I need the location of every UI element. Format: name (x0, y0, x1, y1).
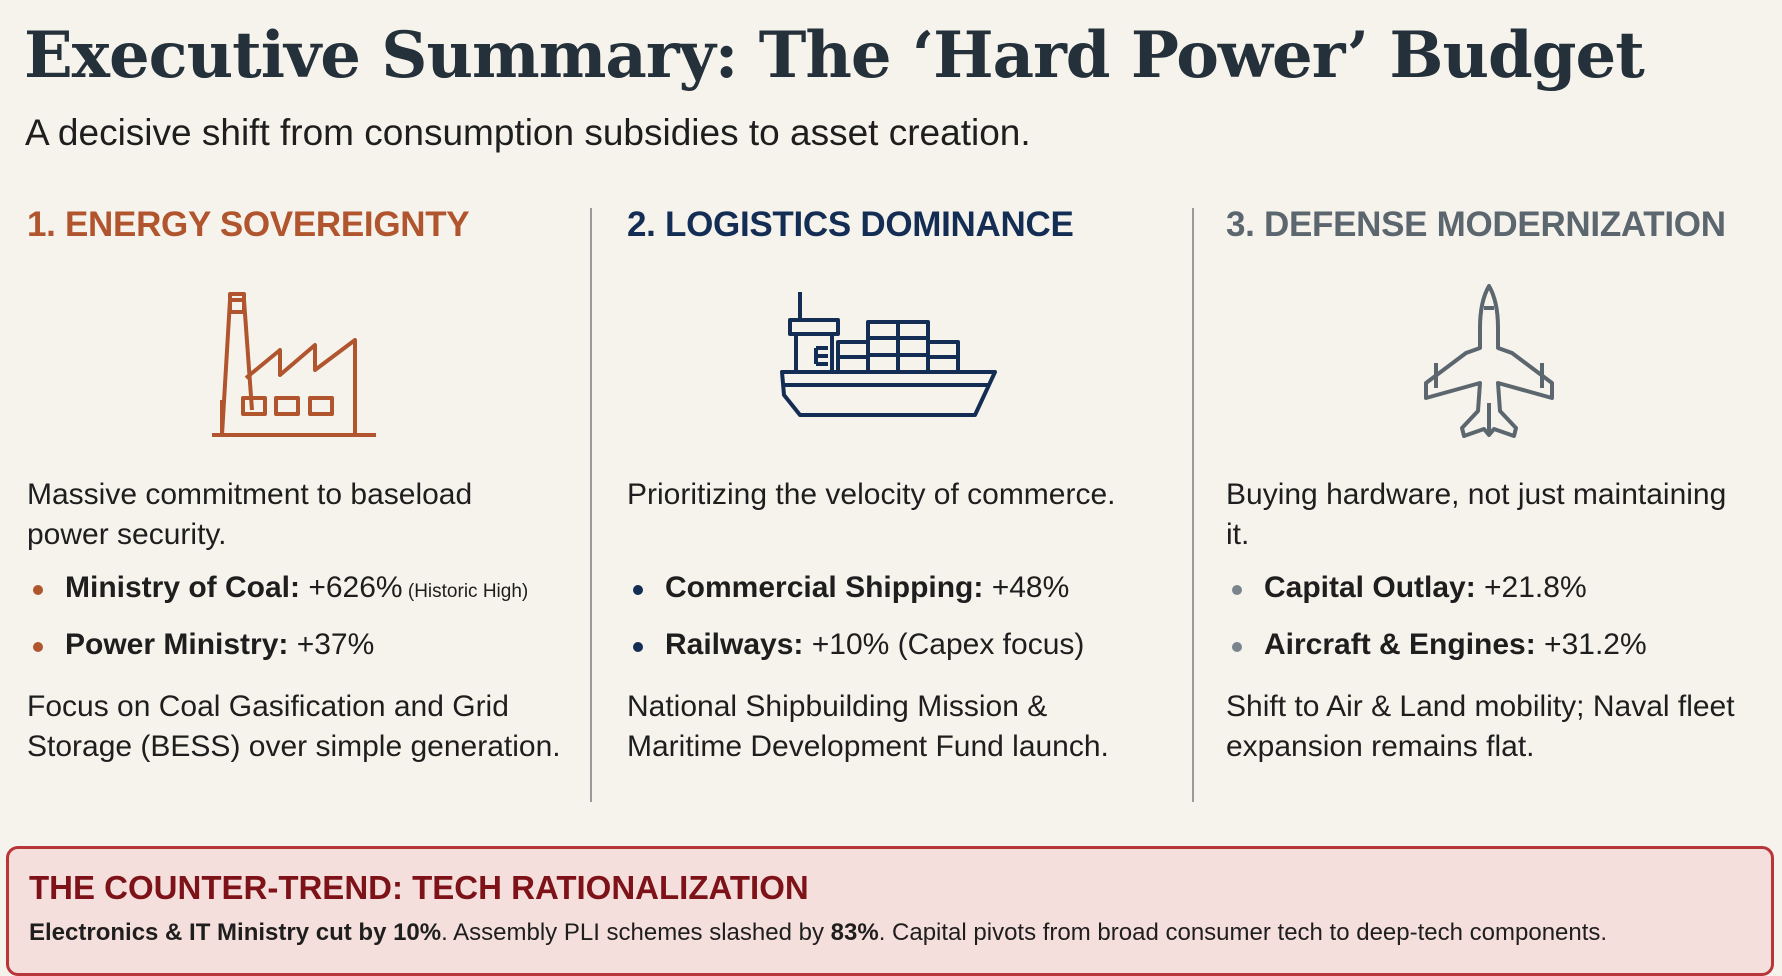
bullet-icon (33, 642, 43, 652)
bullet-item: Commercial Shipping: +48% (627, 571, 1084, 628)
column-lead: Massive commitment to baseload power sec… (27, 478, 473, 551)
bullet-item: Power Ministry: +37% (27, 628, 528, 685)
bullet-icon (633, 642, 643, 652)
column-logistics: 2. LOGISTICS DOMINANCE Prioritizing the … (627, 205, 1167, 763)
column-divider (590, 208, 592, 802)
bullet-icon (33, 585, 43, 595)
column-footer: Focus on Coal Gasification and Grid Stor… (27, 690, 561, 763)
bullet-icon (1232, 642, 1242, 652)
page-title: Executive Summary: The ‘Hard Power’ Budg… (24, 18, 1645, 93)
column-heading: 1. ENERGY SOVEREIGNTY (27, 205, 470, 244)
bullet-icon (1232, 585, 1242, 595)
column-footer: National Shipbuilding Mission & Maritime… (627, 690, 1109, 763)
bullet-item: Capital Outlay: +21.8% (1226, 571, 1647, 628)
column-lead: Prioritizing the velocity of commerce. (627, 478, 1116, 511)
bullet-list: Commercial Shipping: +48% Railways: +10%… (627, 571, 1084, 685)
bullet-item: Ministry of Coal: +626% (Historic High) (27, 571, 528, 628)
column-defense: 3. DEFENSE MODERNIZATION Buying hardware… (1226, 205, 1766, 763)
column-energy: 1. ENERGY SOVEREIGNTY Massive commitment… (27, 205, 567, 763)
bullet-list: Ministry of Coal: +626% (Historic High) … (27, 571, 528, 685)
bullet-list: Capital Outlay: +21.8% Aircraft & Engine… (1226, 571, 1647, 685)
cargo-ship-icon (780, 290, 1005, 425)
bullet-icon (633, 585, 643, 595)
column-footer: Shift to Air & Land mobility; Naval flee… (1226, 690, 1735, 763)
bullet-item: Railways: +10% (Capex focus) (627, 628, 1084, 685)
column-divider (1192, 208, 1194, 802)
factory-icon (210, 290, 380, 445)
column-lead: Buying hardware, not just maintaining it… (1226, 478, 1727, 551)
bullet-item: Aircraft & Engines: +31.2% (1226, 628, 1647, 685)
callout-heading: THE COUNTER-TREND: TECH RATIONALIZATION (29, 869, 809, 906)
column-heading: 2. LOGISTICS DOMINANCE (627, 205, 1074, 244)
counter-trend-callout: THE COUNTER-TREND: TECH RATIONALIZATION … (6, 846, 1774, 976)
page-subtitle: A decisive shift from consumption subsid… (25, 112, 1031, 153)
callout-text: Electronics & IT Ministry cut by 10%. As… (29, 919, 1608, 946)
fighter-jet-icon (1422, 283, 1556, 448)
column-heading: 3. DEFENSE MODERNIZATION (1226, 205, 1726, 244)
